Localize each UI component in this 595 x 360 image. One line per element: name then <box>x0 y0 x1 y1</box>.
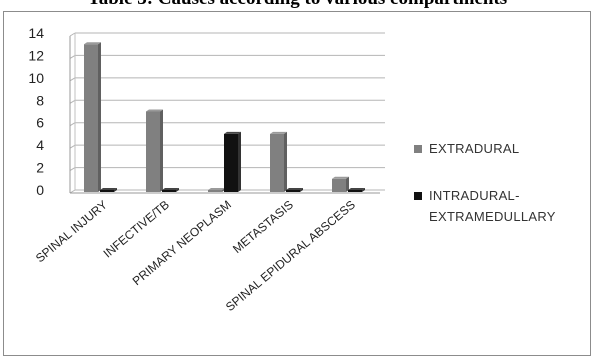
bar-intradural-extramedullary-infective-tb-front <box>162 190 176 192</box>
legend-swatch-intradural-extramedullary <box>414 192 422 200</box>
chart-frame <box>3 11 591 356</box>
bar-extradural-infective-tb-top <box>146 109 163 112</box>
legend-swatch-extradural <box>414 145 422 153</box>
y-tick-label-6: 6 <box>36 115 44 131</box>
bar-extradural-infective-tb-front <box>146 111 160 192</box>
bar-intradural-extramedullary-metastasis-side <box>300 188 303 192</box>
y-tick-label-12: 12 <box>28 47 44 63</box>
bar-extradural-spinal-epidural-abscess <box>332 176 349 192</box>
bar-extradural-spinal-epidural-abscess-side <box>346 176 349 192</box>
gridline-depth-2 <box>69 167 76 172</box>
bar-intradural-extramedullary-infective-tb-side <box>176 188 179 192</box>
legend-label-line-2: EXTRAMEDULLARY <box>429 209 556 224</box>
legend-label-line-1: INTRADURAL- <box>429 188 520 203</box>
bar-extradural-primary-neoplasm <box>208 188 225 192</box>
y-tick-label-14: 14 <box>28 25 44 41</box>
gridline-depth-8 <box>69 99 76 104</box>
bar-intradural-extramedullary-infective-tb <box>162 188 179 192</box>
bar-intradural-extramedullary-metastasis-front <box>286 190 300 192</box>
gridline-depth-14 <box>69 32 76 37</box>
bar-extradural-spinal-epidural-abscess-front <box>332 178 346 192</box>
bar-intradural-extramedullary-primary-neoplasm-front <box>224 133 238 192</box>
legend-label-extradural: EXTRADURAL <box>429 141 519 156</box>
bar-intradural-extramedullary-spinal-injury <box>100 188 117 192</box>
x-tick-label-spinal-injury: SPINAL INJURY <box>33 198 110 266</box>
bar-extradural-spinal-injury-front <box>84 44 98 192</box>
bar-extradural-spinal-injury <box>84 42 101 192</box>
y-tick-label-2: 2 <box>36 160 44 176</box>
bar-extradural-primary-neoplasm-top <box>208 188 225 190</box>
bar-extradural-primary-neoplasm-front <box>208 190 222 192</box>
bar-extradural-infective-tb <box>146 109 163 192</box>
gridline-depth-6 <box>69 122 76 127</box>
bar-intradural-extramedullary-infective-tb-top <box>162 188 179 190</box>
legend: EXTRADURAL INTRADURAL- EXTRAMEDULLARY <box>414 141 556 224</box>
bar-intradural-extramedullary-primary-neoplasm <box>224 131 241 192</box>
bar-extradural-metastasis-front <box>270 133 284 192</box>
bar-intradural-extramedullary-spinal-epidural-abscess-top <box>348 188 365 190</box>
bar-extradural-metastasis <box>270 131 287 192</box>
title-clip: Table 3: Causes according to various com… <box>0 0 595 12</box>
x-tick-label-metastasis: METASTASIS <box>230 198 296 256</box>
y-tick-label-0: 0 <box>36 182 44 198</box>
bar-intradural-extramedullary-metastasis <box>286 188 303 192</box>
bar-extradural-metastasis-side <box>284 131 287 192</box>
bar-extradural-infective-tb-side <box>160 109 163 192</box>
legend-label-line-1: EXTRADURAL <box>429 141 519 156</box>
chart-title: Table 3: Causes according to various com… <box>0 0 595 10</box>
bar-intradural-extramedullary-spinal-epidural-abscess-side <box>362 188 365 192</box>
bar-intradural-extramedullary-primary-neoplasm-side <box>238 131 241 192</box>
bar-intradural-extramedullary-metastasis-top <box>286 188 303 190</box>
bars <box>84 42 365 192</box>
y-tick-label-4: 4 <box>36 137 44 153</box>
gridline-depth-4 <box>69 144 76 149</box>
bar-intradural-extramedullary-spinal-injury-side <box>114 188 117 192</box>
bar-intradural-extramedullary-spinal-injury-top <box>100 188 117 190</box>
y-tick-label-10: 10 <box>28 70 44 86</box>
bar-intradural-extramedullary-spinal-epidural-abscess-front <box>348 190 362 192</box>
gridline-depth-10 <box>69 77 76 82</box>
y-tick-label-8: 8 <box>36 92 44 108</box>
bar-extradural-spinal-epidural-abscess-top <box>332 176 349 179</box>
bar-intradural-extramedullary-primary-neoplasm-top <box>224 131 241 134</box>
bar-extradural-metastasis-top <box>270 131 287 134</box>
bar-intradural-extramedullary-spinal-injury-front <box>100 190 114 192</box>
x-tick-label-spinal-epidural-abscess: SPINAL EPIDURAL ABSCESS <box>223 198 358 314</box>
bar-extradural-spinal-injury-side <box>98 42 101 192</box>
y-axis-ticks: 0 2 4 6 8 10 12 14 <box>28 25 44 198</box>
bar-extradural-spinal-injury-top <box>84 42 101 45</box>
gridline-depth-12 <box>69 54 76 59</box>
bar-intradural-extramedullary-spinal-epidural-abscess <box>348 188 365 192</box>
legend-label-intradural-extramedullary: INTRADURAL- EXTRAMEDULLARY <box>429 188 556 224</box>
